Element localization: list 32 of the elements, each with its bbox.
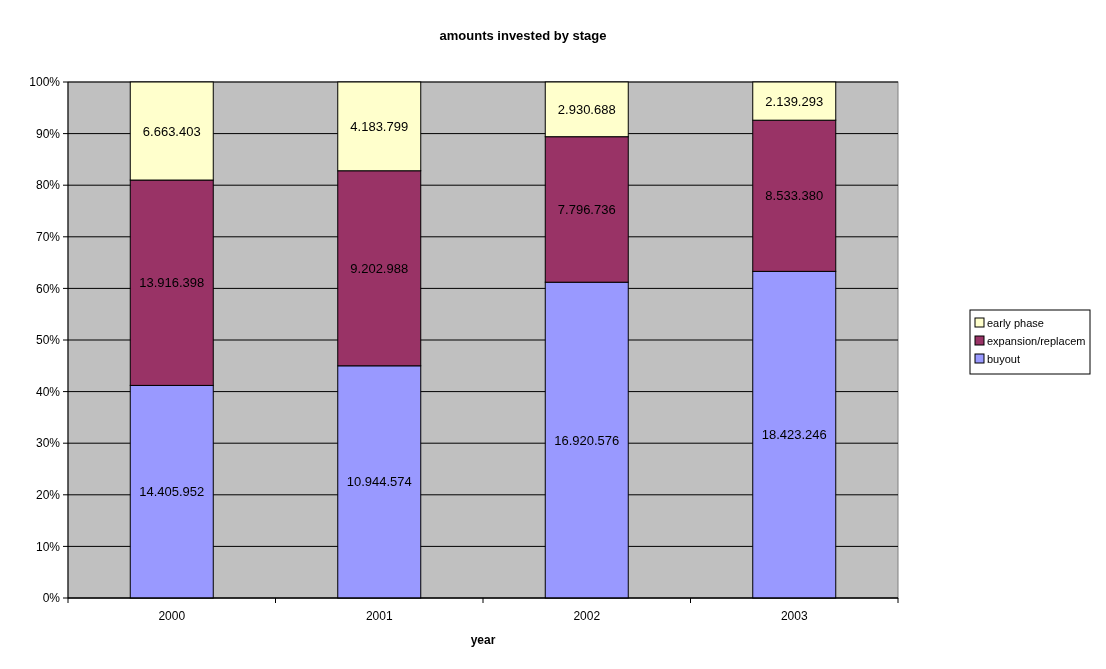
x-tick-label: 2003 <box>780 609 808 623</box>
annotation: 13.916.398 <box>139 275 205 291</box>
y-tick-label: 10% <box>35 539 61 554</box>
annotation: 14.405.952 <box>139 484 205 500</box>
x-axis-title: year <box>470 633 496 647</box>
y-tick-label: 40% <box>35 384 61 399</box>
annotation: 6.663.403 <box>142 123 201 139</box>
annotation: 9.202.988 <box>350 260 409 276</box>
chart-title: amounts invested by stage <box>439 28 607 43</box>
y-tick-label: 100% <box>29 75 61 90</box>
annotation: 16.920.576 <box>554 432 620 448</box>
legend-label: expansion/replacem <box>987 334 1086 347</box>
annotation: 18.423.246 <box>761 427 827 443</box>
y-tick-label: 0% <box>42 591 61 606</box>
annotation: 7.796.736 <box>557 202 616 217</box>
y-tick-label: 90% <box>35 126 61 141</box>
legend-label: early phase <box>987 316 1044 329</box>
x-tick-label: 2000 <box>158 609 186 623</box>
annotation: 10.944.574 <box>346 474 412 490</box>
y-tick-label: 60% <box>35 281 61 296</box>
annotation: 8.533.380 <box>765 188 824 204</box>
annotation: 2.139.293 <box>765 93 824 109</box>
y-tick-label: 30% <box>35 436 61 451</box>
y-tick-label: 70% <box>35 230 61 244</box>
annotation: 2.930.688 <box>557 101 616 117</box>
x-tick-label: 2002 <box>573 609 601 623</box>
y-tick-label: 50% <box>35 333 61 348</box>
x-tick-label: 2001 <box>365 609 393 623</box>
annotation: 4.183.799 <box>350 118 409 134</box>
y-tick-label: 20% <box>35 488 61 502</box>
y-tick-label: 80% <box>35 178 61 193</box>
legend-label: buyout <box>987 352 1021 365</box>
